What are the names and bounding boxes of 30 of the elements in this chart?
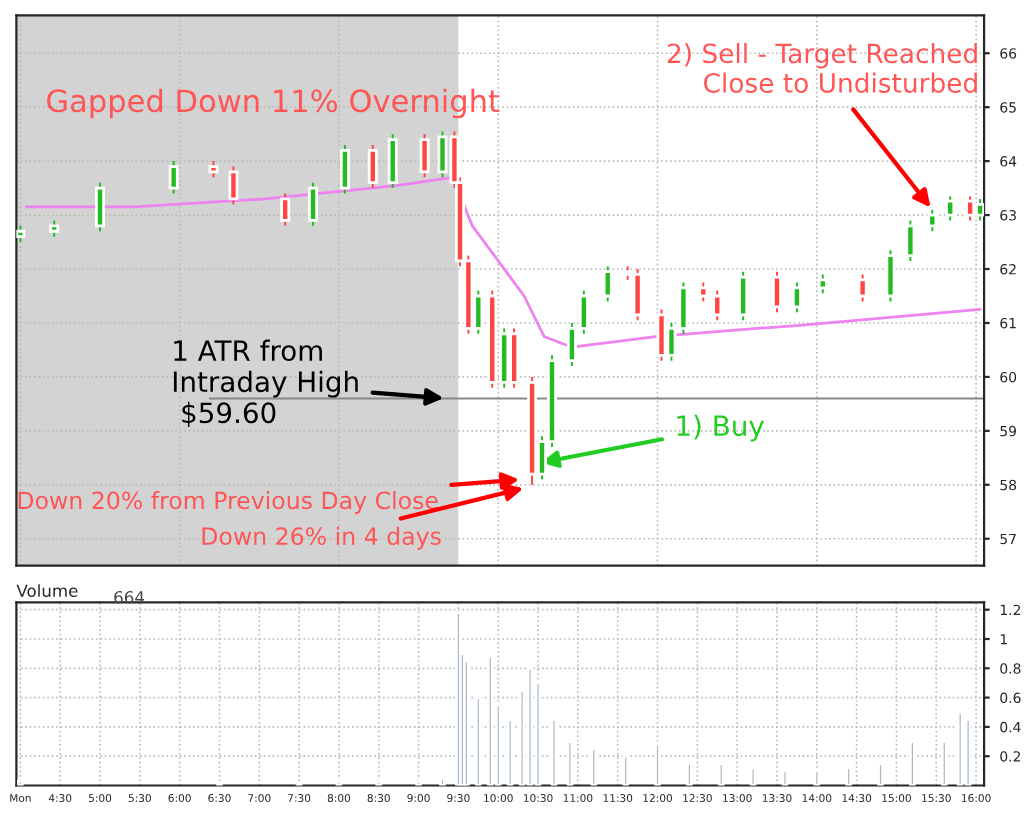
- candlestick: [419, 133, 430, 179]
- annotation: Down 26% in 4 days: [202, 526, 441, 550]
- annotation: 2) Sell - Target Reached Close to Undisturbed: [667, 42, 977, 93]
- candlestick: [857, 273, 868, 303]
- candlestick: [280, 192, 291, 227]
- chart-title: Volume: [16, 584, 78, 598]
- candlestick: [367, 143, 378, 190]
- candlestick: [602, 265, 613, 303]
- candlestick: [308, 181, 319, 227]
- candlestick: [817, 273, 828, 295]
- candlestick: [905, 219, 916, 262]
- candlestick: [698, 281, 709, 303]
- candlestick: [965, 195, 976, 222]
- candlestick: [95, 181, 105, 233]
- annotation: 1 ATR from Intraday High $59.60: [173, 339, 358, 427]
- candlestick: [927, 208, 938, 233]
- annotation: Gapped Down 11% Overnight: [47, 88, 500, 119]
- candlestick: [387, 133, 398, 190]
- candlestick: [772, 270, 782, 314]
- candlestick: [791, 281, 802, 314]
- annotation: Down 20% from Previous Day Close: [18, 491, 438, 514]
- candlestick: [885, 249, 896, 303]
- candlestick: [945, 195, 956, 222]
- candlestick: [228, 165, 239, 206]
- annotation: 1) Buy: [677, 414, 765, 442]
- candlestick: [712, 289, 723, 322]
- candlestick: [168, 160, 179, 195]
- annotation: 664: [114, 590, 145, 604]
- candlestick: [339, 143, 350, 195]
- candlestick: [738, 270, 749, 322]
